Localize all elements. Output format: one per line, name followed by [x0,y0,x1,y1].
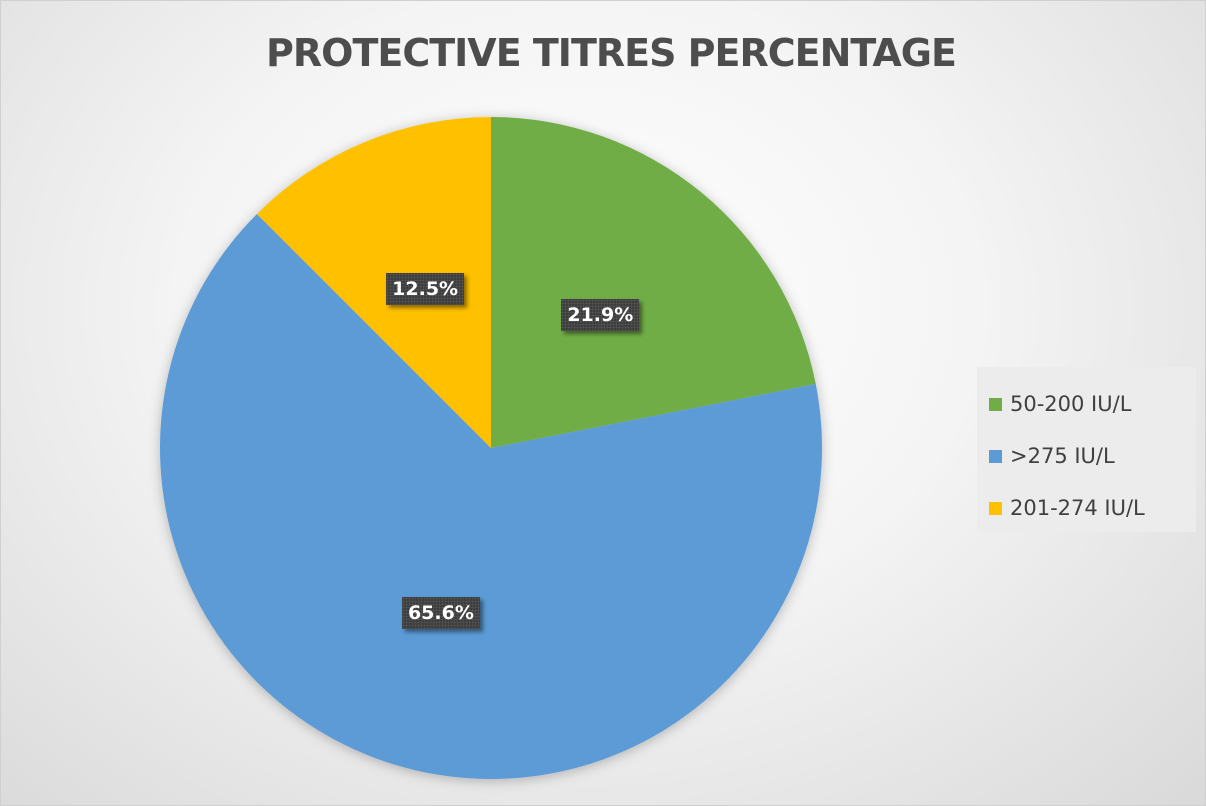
data-label-over-275: 65.6% [401,596,480,629]
legend: 50-200 IU/L >275 IU/L 201-274 IU/L [977,367,1196,532]
data-label-201-274: 12.5% [386,272,465,305]
pie-slice-50-200 [491,117,816,448]
legend-swatch-blue [989,449,1002,463]
legend-label: >275 IU/L [1010,444,1115,468]
legend-item-201-274: 201-274 IU/L [989,482,1196,534]
legend-swatch-yellow [989,501,1002,515]
chart-title: PROTECTIVE TITRES PERCENTAGE [266,31,957,75]
legend-swatch-green [989,397,1002,411]
legend-label: 50-200 IU/L [1010,392,1132,416]
legend-label: 201-274 IU/L [1010,496,1145,520]
pie-slice-201-274 [256,117,491,448]
legend-item-over-275: >275 IU/L [989,430,1196,482]
pie-slice-over-275 [159,213,823,780]
data-label-50-200: 21.9% [561,299,640,332]
legend-item-50-200: 50-200 IU/L [989,378,1196,430]
